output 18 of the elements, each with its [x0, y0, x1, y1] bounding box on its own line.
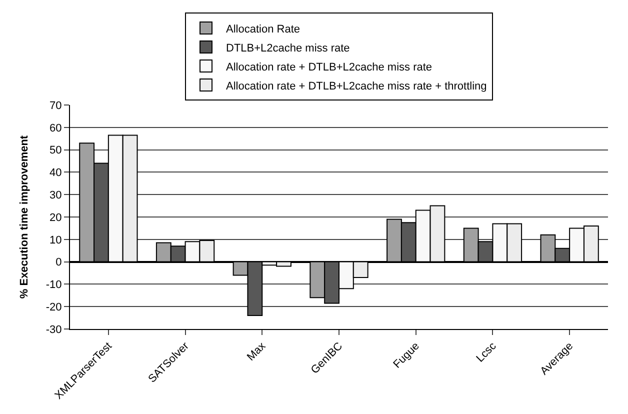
y-axis-title: % Execution time improvement — [18, 135, 31, 299]
y-tick-label: 50 — [50, 144, 62, 157]
y-tick-label: 70 — [50, 100, 62, 112]
y-tick-label: 60 — [50, 122, 62, 134]
y-tick-label: 20 — [50, 212, 62, 224]
x-tick-label: Lcsc — [474, 340, 500, 365]
y-tick-label: 0 — [56, 256, 62, 269]
legend-label: DTLB+L2cache miss rate — [226, 42, 350, 54]
y-tick-label: 30 — [50, 189, 62, 202]
x-tick-label: Max — [244, 340, 269, 364]
legend-label: Allocation Rate — [226, 23, 300, 36]
y-tick-label: 40 — [50, 167, 62, 180]
y-tick-label: -20 — [46, 301, 62, 314]
legend-label: Allocation rate + DTLB+L2cache miss rate — [226, 61, 432, 74]
legend-label: Allocation rate + DTLB+L2cache miss rate + throttling — [226, 80, 487, 92]
y-tick-label: -30 — [46, 324, 62, 336]
y-tick-label: 10 — [50, 234, 62, 246]
y-tick-label: -10 — [46, 279, 62, 292]
